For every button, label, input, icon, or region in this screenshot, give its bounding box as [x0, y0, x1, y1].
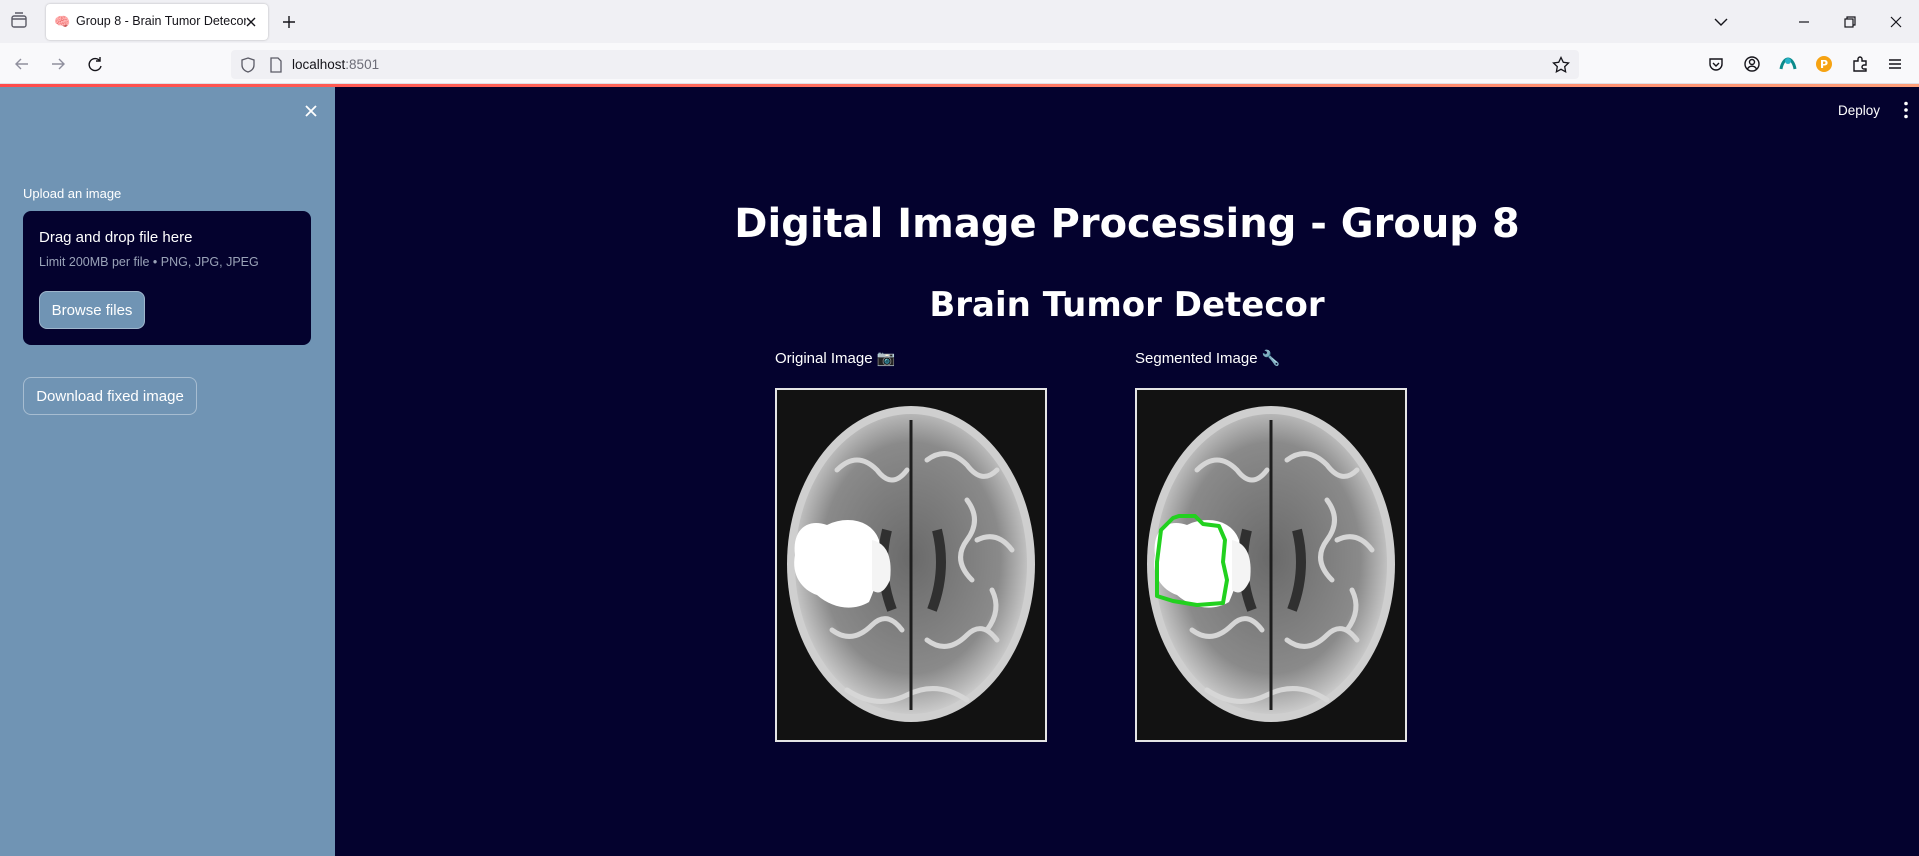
svg-text:P: P — [1820, 58, 1828, 71]
tab-title: Group 8 - Brain Tumor Detecor — [76, 14, 246, 28]
page-title: Digital Image Processing - Group 8 — [734, 201, 1520, 247]
star-icon[interactable] — [1551, 55, 1571, 75]
restore-icon[interactable] — [1839, 11, 1861, 33]
original-mri-image — [775, 388, 1047, 742]
pocket-icon[interactable] — [1705, 53, 1727, 75]
deploy-button[interactable]: Deploy — [1824, 97, 1894, 123]
browse-files-button[interactable]: Browse files — [39, 291, 145, 329]
page-icon[interactable] — [267, 56, 285, 74]
reload-icon[interactable] — [84, 53, 106, 75]
tumor-contour — [1155, 514, 1229, 607]
main-content: Deploy Digital Image Processing - Group … — [335, 87, 1919, 856]
dropzone-title: Drag and drop file here — [39, 229, 193, 246]
puzzle-icon[interactable] — [1849, 53, 1871, 75]
url-text[interactable]: localhost:8501 — [292, 57, 379, 72]
dropzone-limit: Limit 200MB per file • PNG, JPG, JPEG — [39, 255, 259, 269]
url-bar[interactable]: localhost:8501 — [231, 50, 1579, 79]
accent-line — [0, 84, 1919, 87]
account-icon[interactable] — [1741, 53, 1763, 75]
close-window-icon[interactable] — [1885, 11, 1907, 33]
forward-arrow-icon[interactable] — [47, 53, 69, 75]
segmented-mri-image — [1135, 388, 1407, 742]
browser-nav-bar: localhost:8501 P — [0, 43, 1919, 84]
page-subtitle: Brain Tumor Detecor — [929, 285, 1325, 325]
original-image-caption: Original Image 📷 — [775, 350, 896, 367]
shield-icon[interactable] — [239, 56, 257, 74]
menu-icon[interactable] — [1884, 53, 1906, 75]
browser-tab-bar: 🧠 Group 8 - Brain Tumor Detecor — [0, 0, 1919, 43]
url-host: localhost — [292, 57, 346, 72]
extension-a-icon[interactable] — [1777, 53, 1799, 75]
browser-tab[interactable]: 🧠 Group 8 - Brain Tumor Detecor — [46, 4, 268, 40]
minimize-icon[interactable] — [1793, 11, 1815, 33]
download-fixed-image-button[interactable]: Download fixed image — [23, 377, 197, 415]
url-port: :8501 — [345, 57, 380, 72]
sidebar: Upload an image Drag and drop file here … — [0, 87, 335, 856]
close-icon[interactable] — [299, 99, 323, 123]
back-arrow-icon[interactable] — [11, 53, 33, 75]
tab-list-icon[interactable] — [8, 10, 30, 32]
plus-icon[interactable] — [278, 11, 300, 33]
extension-b-icon[interactable]: P — [1813, 53, 1835, 75]
file-dropzone[interactable]: Drag and drop file here Limit 200MB per … — [23, 211, 311, 345]
brain-icon: 🧠 — [54, 14, 71, 29]
close-icon[interactable] — [242, 13, 260, 31]
segmented-image-caption: Segmented Image 🔧 — [1135, 350, 1281, 367]
chevron-down-icon[interactable] — [1710, 11, 1732, 33]
upload-label: Upload an image — [23, 186, 122, 201]
more-options-icon[interactable] — [1894, 98, 1918, 122]
